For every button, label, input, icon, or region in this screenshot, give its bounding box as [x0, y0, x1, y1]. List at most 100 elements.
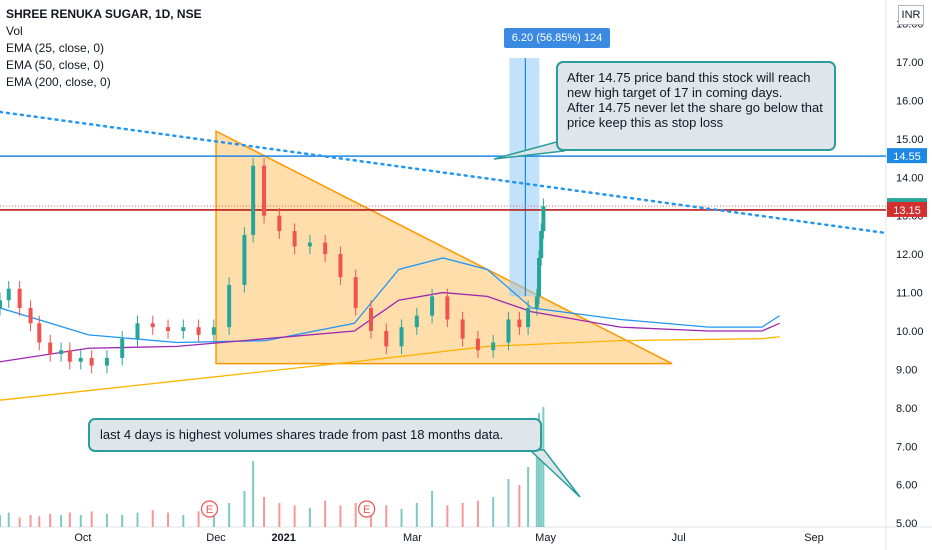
candle-body — [166, 327, 171, 331]
volume-bar — [431, 491, 434, 527]
volume-bar — [278, 503, 281, 527]
x-tick-label: Sep — [804, 532, 824, 544]
candle-body — [59, 350, 64, 355]
legend-ema-50[interactable]: EMA (50, close, 0) — [6, 58, 105, 72]
triangle-pattern — [215, 129, 673, 365]
target-note-text: After 14.75 price band this stock will r… — [567, 70, 823, 130]
candle-body — [211, 327, 216, 335]
candle-body — [539, 231, 544, 258]
candle-body — [89, 357, 94, 366]
candle-body — [277, 215, 282, 232]
candle-body — [537, 257, 542, 297]
candle-body — [120, 338, 125, 358]
y-tick-label: 8.00 — [896, 403, 917, 415]
ema-line — [0, 257, 781, 344]
candle-body — [28, 307, 33, 324]
volume-bar — [105, 513, 108, 527]
earnings-marker — [200, 500, 219, 518]
candle-body — [135, 323, 140, 339]
legend-ema-25[interactable]: EMA (25, close, 0) — [6, 41, 105, 55]
currency-badge[interactable]: INR — [898, 5, 924, 25]
descending-trendline — [0, 110, 888, 235]
candle-body — [17, 288, 22, 308]
volume-bar — [7, 512, 10, 527]
volume-bar — [60, 515, 63, 527]
candle-body — [338, 254, 343, 278]
measure-label: 6.20 (56.85%) 124 — [504, 28, 610, 48]
volume-bar — [293, 505, 296, 527]
legend-vol[interactable]: Vol — [6, 24, 23, 38]
y-tick-label: 5.00 — [896, 518, 917, 530]
volume-bar — [68, 512, 71, 527]
x-tick-label: Jul — [672, 532, 686, 544]
y-tick-label: 6.00 — [896, 480, 917, 492]
candle-body — [181, 327, 186, 331]
volume-bar — [527, 467, 530, 527]
volume-bar — [167, 512, 170, 527]
volume-bar — [542, 407, 545, 527]
x-tick-label: 2021 — [271, 532, 295, 544]
y-tick-label: 9.00 — [896, 364, 917, 376]
volume-bar — [492, 497, 495, 527]
price-label-box — [887, 148, 927, 164]
volume-bar — [90, 511, 93, 527]
candle-body — [67, 350, 72, 362]
volume-bar — [507, 479, 510, 527]
candle-body — [292, 231, 297, 247]
x-tick-label: Oct — [74, 532, 91, 544]
volume-bar — [369, 507, 372, 527]
y-tick-label: 15.00 — [896, 134, 924, 146]
earnings-marker-label: E — [206, 504, 213, 516]
candle-body — [430, 296, 435, 316]
candle-body — [78, 357, 83, 362]
volume-bar — [79, 515, 82, 527]
candle-body — [37, 323, 42, 343]
ema-line — [0, 336, 780, 401]
y-tick-label: 11.00 — [896, 288, 923, 300]
volume-bar — [182, 515, 185, 527]
candle-body — [242, 234, 247, 285]
earnings-marker-label: E — [363, 504, 370, 516]
volume-bar — [151, 510, 154, 527]
volume-bar — [136, 512, 139, 527]
volume-bar — [446, 505, 449, 527]
candle-body — [534, 296, 539, 308]
legend-ema-200[interactable]: EMA (200, close, 0) — [6, 75, 111, 89]
volume-bar — [308, 507, 311, 527]
volume-bar — [415, 503, 418, 527]
candle-body — [262, 165, 267, 216]
volume-bar — [243, 491, 246, 527]
y-tick-label: 12.00 — [896, 249, 924, 261]
volume-note-text: last 4 days is highest volumes shares tr… — [100, 427, 504, 442]
candle-body — [196, 327, 201, 335]
symbol-title[interactable]: SHREE RENUKA SUGAR, 1D, NSE — [6, 7, 202, 21]
earnings-marker — [358, 500, 376, 518]
target-note[interactable]: After 14.75 price band this stock will r… — [556, 61, 836, 151]
volume-note[interactable]: last 4 days is highest volumes shares tr… — [88, 418, 542, 452]
candle-body — [414, 315, 419, 328]
candle-body — [353, 277, 358, 308]
candle-body — [384, 330, 389, 347]
candle-body — [517, 319, 522, 328]
volume-bar — [121, 515, 124, 527]
volume-bar — [18, 517, 21, 527]
candle-body — [307, 242, 312, 247]
volume-bar — [324, 500, 327, 527]
measure-box — [509, 58, 540, 297]
candle-body — [475, 338, 480, 351]
volume-bar — [339, 505, 342, 527]
candle-body — [48, 342, 53, 355]
volume-bar — [252, 461, 255, 527]
candle-body — [0, 300, 2, 308]
candle-body — [491, 342, 496, 351]
candle-body — [104, 357, 109, 366]
candle-body — [368, 307, 373, 331]
price-label: 14.55 — [893, 151, 921, 163]
volume-bar — [263, 497, 266, 527]
volume-bar — [535, 455, 538, 527]
indicator-legend: SHREE RENUKA SUGAR, 1D, NSE Vol EMA (25,… — [6, 6, 202, 91]
volume-bar — [0, 515, 1, 527]
candle-body — [445, 296, 450, 320]
volume-bar — [49, 513, 52, 527]
